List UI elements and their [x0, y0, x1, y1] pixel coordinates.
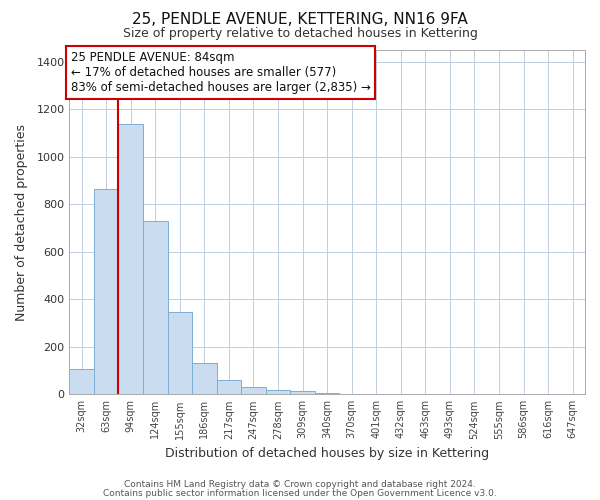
Text: Contains HM Land Registry data © Crown copyright and database right 2024.: Contains HM Land Registry data © Crown c… — [124, 480, 476, 489]
Text: Size of property relative to detached houses in Kettering: Size of property relative to detached ho… — [122, 28, 478, 40]
Bar — [266, 390, 290, 394]
Bar — [167, 312, 192, 394]
Bar — [290, 390, 315, 394]
Bar — [217, 380, 241, 394]
Bar — [94, 189, 118, 394]
Bar — [241, 386, 266, 394]
Bar — [118, 124, 143, 394]
Bar — [70, 369, 94, 394]
Bar — [315, 393, 340, 394]
X-axis label: Distribution of detached houses by size in Kettering: Distribution of detached houses by size … — [165, 447, 489, 460]
Y-axis label: Number of detached properties: Number of detached properties — [15, 124, 28, 320]
Bar — [143, 221, 167, 394]
Text: Contains public sector information licensed under the Open Government Licence v3: Contains public sector information licen… — [103, 488, 497, 498]
Text: 25, PENDLE AVENUE, KETTERING, NN16 9FA: 25, PENDLE AVENUE, KETTERING, NN16 9FA — [132, 12, 468, 28]
Text: 25 PENDLE AVENUE: 84sqm
← 17% of detached houses are smaller (577)
83% of semi-d: 25 PENDLE AVENUE: 84sqm ← 17% of detache… — [71, 51, 370, 94]
Bar — [192, 364, 217, 394]
